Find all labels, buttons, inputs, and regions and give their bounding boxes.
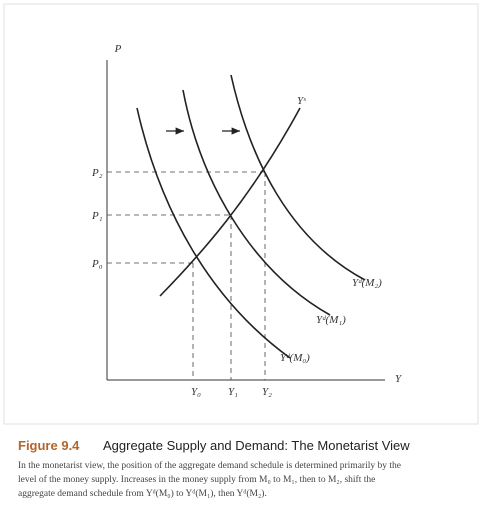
frame [3, 3, 479, 425]
curve-label: Yᵈ(M₂) [352, 277, 382, 289]
figure-number: Figure 9.4 [18, 438, 80, 453]
caption-line: In the monetarist view, the position of … [18, 460, 401, 471]
output-tick: Y₂ [262, 386, 272, 398]
price-tick: P₂ [91, 167, 103, 179]
curve-label: Yᵈ(M₁) [316, 314, 346, 326]
figure-title: Aggregate Supply and Demand: The Monetar… [103, 438, 410, 453]
demand-curve-m2 [230, 74, 366, 281]
x-axis-label: Y [395, 373, 403, 385]
price-tick: P₁ [91, 210, 103, 222]
caption-line: aggregate demand schedule from Yᵈ(M₀) to… [18, 488, 267, 499]
supply-curve [159, 107, 301, 297]
price-tick: P₀ [91, 258, 103, 270]
curve-label: Yˢ [297, 95, 306, 107]
output-tick: Y₁ [228, 386, 238, 398]
caption-line: level of the money supply. Increases in … [18, 474, 375, 485]
curve-label: Yᵈ(M₀) [280, 352, 310, 364]
demand-curve-m1 [182, 89, 331, 316]
output-tick: Y₀ [191, 386, 201, 398]
guides [107, 171, 266, 380]
demand-curve-m0 [136, 107, 291, 359]
y-axis-label: P [114, 43, 122, 55]
